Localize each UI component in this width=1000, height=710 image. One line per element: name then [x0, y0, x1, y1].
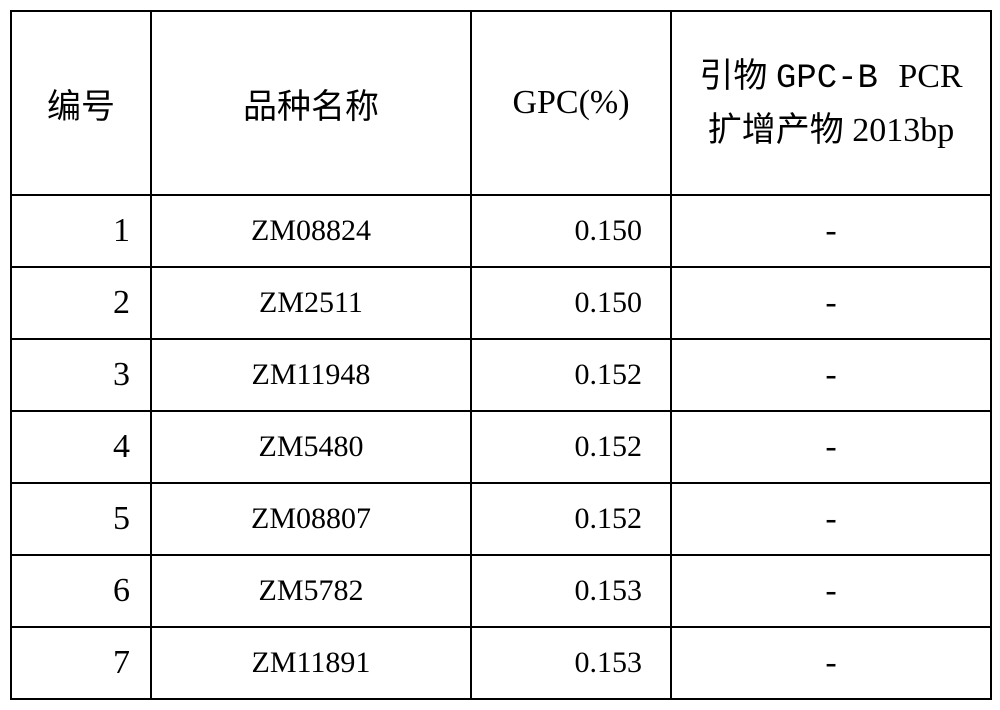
col-header-pcr: 引物 GPC-B PCR 扩增产物 2013bp	[671, 11, 991, 195]
cell-number: 2	[11, 267, 151, 339]
cell-pcr-result: -	[671, 411, 991, 483]
cell-pcr-result: -	[671, 627, 991, 699]
table-row: 4ZM54800.152-	[11, 411, 991, 483]
cell-pcr-result: -	[671, 339, 991, 411]
cell-gpc: 0.152	[471, 339, 671, 411]
data-table: 编号 品种名称 GPC(%) 引物 GPC-B PCR 扩增产物 2013bp …	[10, 10, 992, 700]
table-row: 6ZM57820.153-	[11, 555, 991, 627]
hdr-pcr-line1-cn: 引物	[699, 58, 776, 95]
table-body: 1ZM088240.150-2ZM25110.150-3ZM119480.152…	[11, 195, 991, 699]
table-header-row: 编号 品种名称 GPC(%) 引物 GPC-B PCR 扩增产物 2013bp	[11, 11, 991, 195]
cell-number: 1	[11, 195, 151, 267]
cell-gpc: 0.153	[471, 555, 671, 627]
cell-gpc: 0.150	[471, 267, 671, 339]
cell-gpc: 0.152	[471, 483, 671, 555]
cell-gpc: 0.150	[471, 195, 671, 267]
hdr-pcr-line2-cn: 扩增产物	[708, 112, 853, 149]
cell-number: 4	[11, 411, 151, 483]
cell-number: 3	[11, 339, 151, 411]
cell-variety-name: ZM2511	[151, 267, 471, 339]
table-row: 5ZM088070.152-	[11, 483, 991, 555]
table-row: 2ZM25110.150-	[11, 267, 991, 339]
cell-gpc: 0.153	[471, 627, 671, 699]
table-row: 3ZM119480.152-	[11, 339, 991, 411]
cell-pcr-result: -	[671, 555, 991, 627]
cell-variety-name: ZM5480	[151, 411, 471, 483]
hdr-pcr-line1-en: PCR	[898, 58, 962, 95]
table-row: 1ZM088240.150-	[11, 195, 991, 267]
col-header-variety-name: 品种名称	[151, 11, 471, 195]
hdr-pcr-line2-en: 2013bp	[852, 112, 954, 149]
table-row: 7ZM118910.153-	[11, 627, 991, 699]
hdr-pcr-line1-mono: GPC-B	[776, 60, 898, 98]
cell-pcr-result: -	[671, 483, 991, 555]
cell-variety-name: ZM5782	[151, 555, 471, 627]
cell-pcr-result: -	[671, 195, 991, 267]
cell-number: 7	[11, 627, 151, 699]
cell-variety-name: ZM08807	[151, 483, 471, 555]
cell-variety-name: ZM11948	[151, 339, 471, 411]
col-header-number: 编号	[11, 11, 151, 195]
cell-number: 6	[11, 555, 151, 627]
col-header-gpc: GPC(%)	[471, 11, 671, 195]
cell-gpc: 0.152	[471, 411, 671, 483]
cell-variety-name: ZM08824	[151, 195, 471, 267]
cell-variety-name: ZM11891	[151, 627, 471, 699]
cell-number: 5	[11, 483, 151, 555]
cell-pcr-result: -	[671, 267, 991, 339]
